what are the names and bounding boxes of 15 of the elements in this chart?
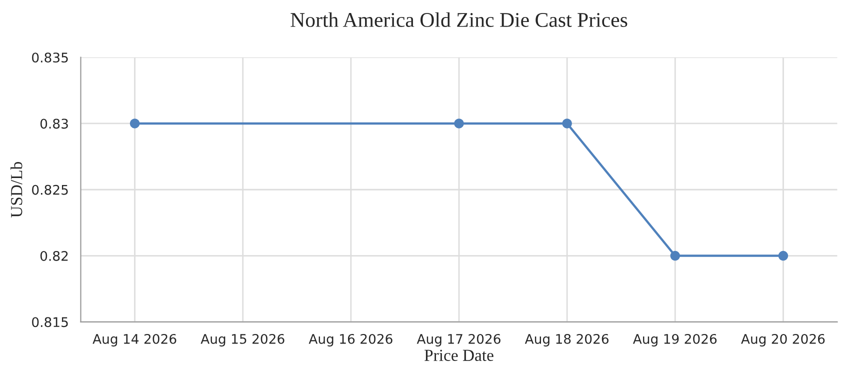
y-axis-title: USD/Lb [10,162,22,218]
y-tick-label: 0.815 [32,317,68,328]
x-tick-label: Aug 16 2026 [308,334,392,346]
chart-title: North America Old Zinc Die Cast Prices [290,12,628,27]
x-tick-label: Aug 17 2026 [416,334,500,346]
x-tick-label: Aug 18 2026 [524,334,608,346]
y-tick-label: 0.82 [40,250,68,261]
x-tick-label: Aug 14 2026 [92,334,176,346]
y-tick-label: 0.83 [40,118,68,129]
x-tick-label: Aug 15 2026 [200,334,284,346]
x-tick-label: Aug 20 2026 [741,334,825,346]
y-tick-label: 0.835 [32,52,68,63]
x-axis-title: Price Date [424,350,494,361]
y-tick-label: 0.825 [32,184,68,195]
x-tick-label: Aug 19 2026 [632,334,717,346]
